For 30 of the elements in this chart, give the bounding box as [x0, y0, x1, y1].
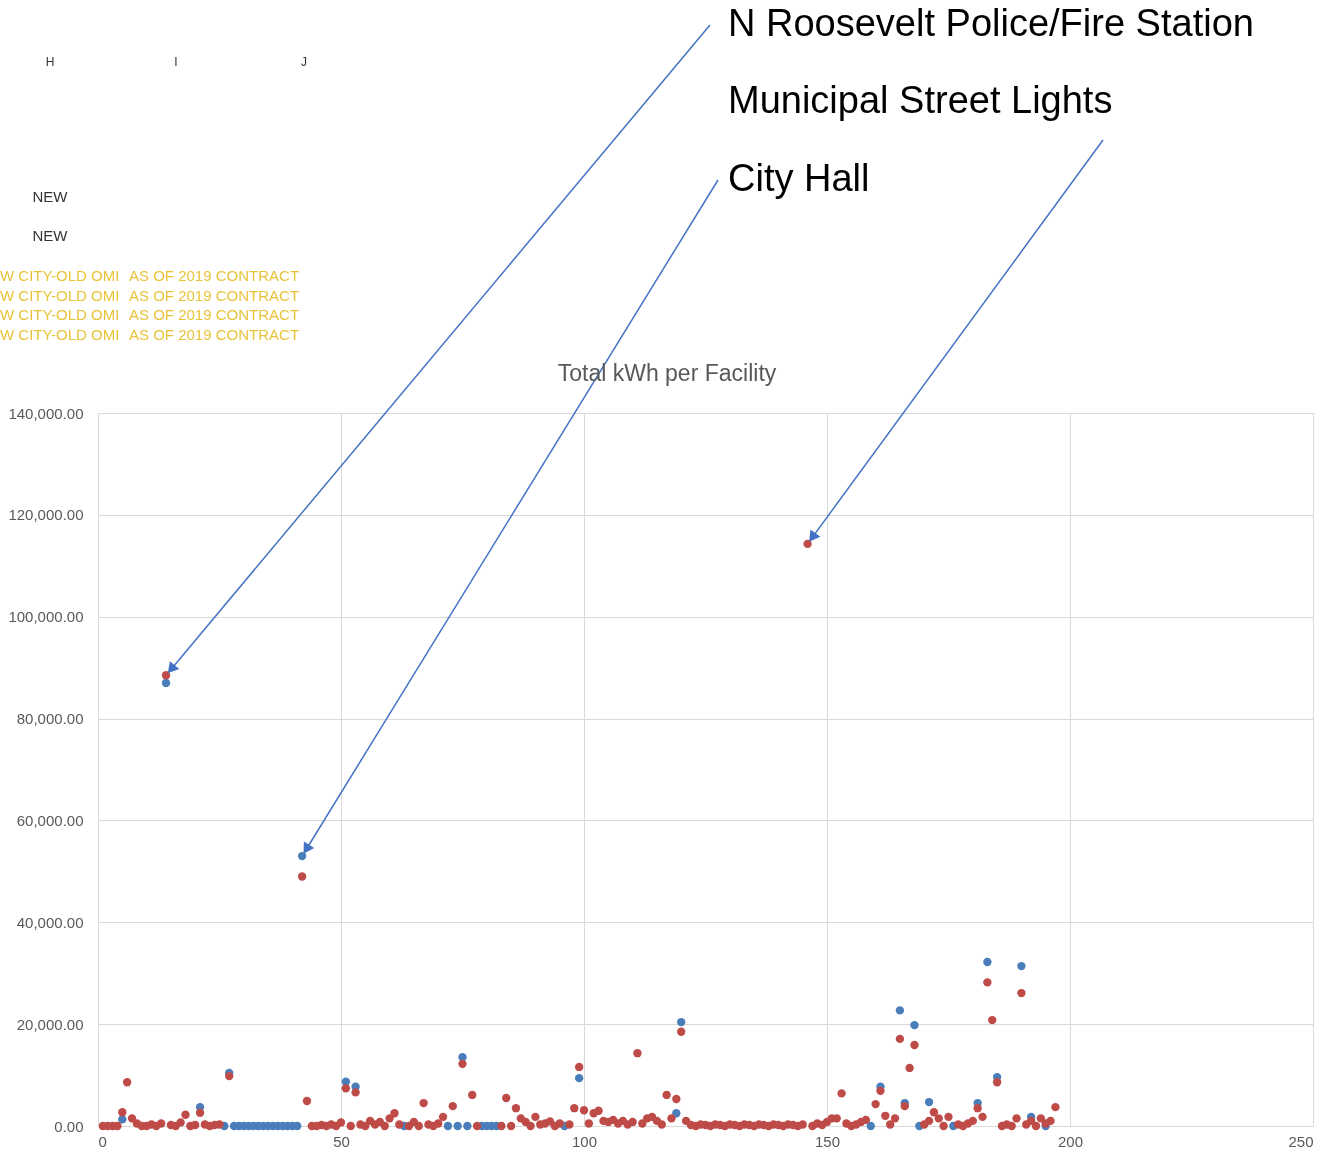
text: J [301, 55, 307, 69]
annotation: N Roosevelt Police/Fire Station [728, 2, 1254, 44]
text: W CITY-OLD OMI [0, 267, 120, 284]
text: AS OF 2019 CONTRACT [129, 326, 300, 343]
x-tick-label: 250 [1288, 1132, 1314, 1150]
text: AS OF 2019 CONTRACT [129, 267, 300, 284]
x-tick-label: 100 [571, 1132, 598, 1150]
annotation: Municipal Street Lights [728, 79, 1113, 121]
text: NEW [32, 188, 69, 205]
text: AS OF 2019 CONTRACT [129, 287, 300, 304]
y-tick-label: 80,000.00 [16, 710, 84, 728]
y-tick-label: 140,000.00 [8, 404, 84, 422]
text: AS OF 2019 CONTRACT [129, 306, 300, 323]
x-tick-label: 200 [1057, 1132, 1084, 1150]
text: W CITY-OLD OMI [0, 306, 120, 323]
y-tick-label: 20,000.00 [16, 1015, 84, 1033]
y-tick-label: 120,000.00 [8, 506, 84, 524]
x-tick-label: 50 [333, 1132, 350, 1150]
y-tick-label: 0.00 [54, 1117, 84, 1135]
text: NEW [32, 227, 69, 244]
text: H [45, 55, 55, 69]
annotation: City Hall [728, 157, 870, 199]
y-tick-label: 60,000.00 [16, 811, 84, 829]
y-tick-label: 40,000.00 [16, 913, 84, 931]
text: I [174, 55, 178, 69]
y-tick-label: 100,000.00 [8, 608, 84, 626]
text: W CITY-OLD OMI [0, 287, 120, 304]
x-tick-label: 0 [98, 1132, 107, 1150]
text: W CITY-OLD OMI [0, 326, 120, 343]
x-tick-label: 150 [814, 1132, 841, 1150]
